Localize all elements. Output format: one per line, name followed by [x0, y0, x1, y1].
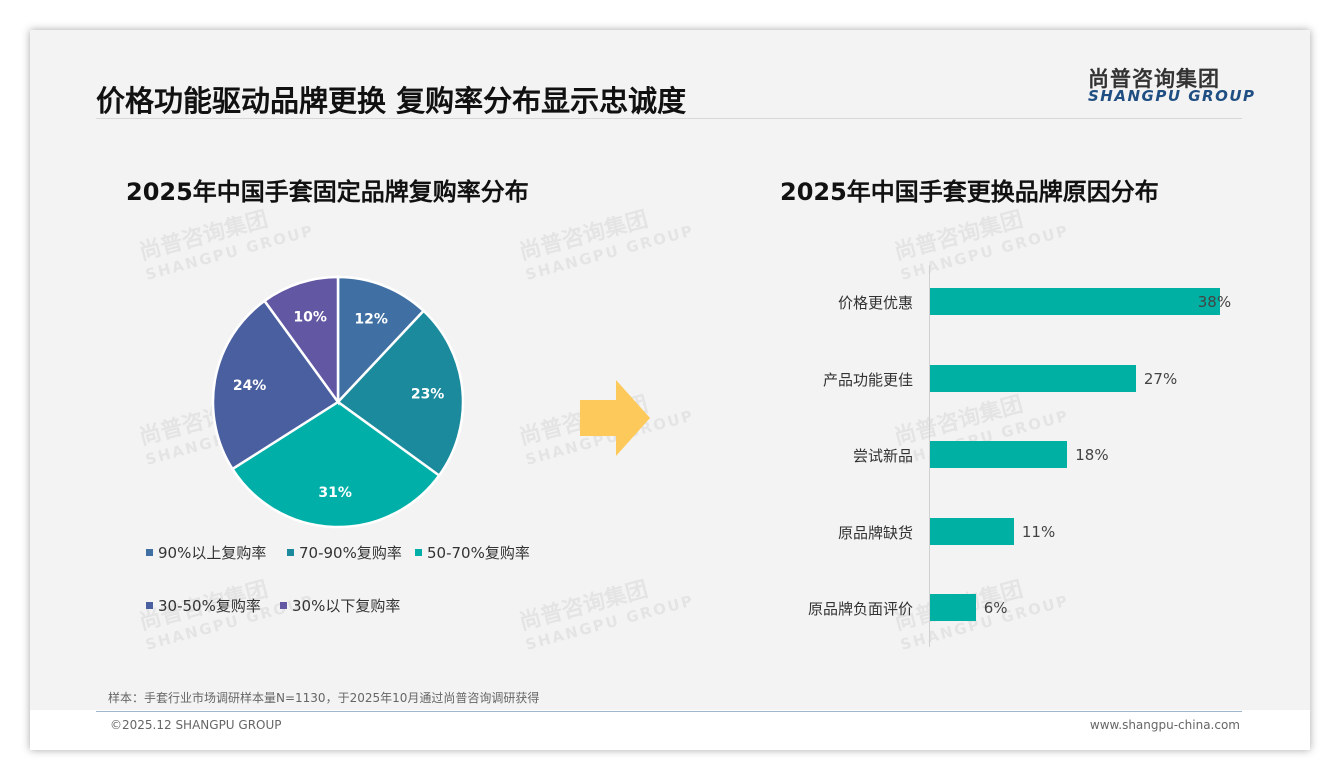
bar	[930, 364, 1136, 392]
pie-slice	[262, 275, 340, 406]
slide: 价格功能驱动品牌更换 复购率分布显示忠诚度 尚普咨询集团 SHANGPU GRO…	[30, 30, 1310, 750]
legend-label: 30-50%复购率	[158, 597, 261, 615]
pie-data-label: 10%	[293, 309, 327, 325]
legend-label: 50-70%复购率	[427, 544, 530, 562]
bar-title: 2025年中国手套更换品牌原因分布	[780, 178, 1159, 206]
footer	[30, 710, 1310, 750]
copyright: ©2025.12 SHANGPU GROUP	[110, 718, 282, 732]
bar-axis	[929, 265, 930, 647]
bar-data-label: 38%	[1197, 293, 1232, 311]
pie-slice	[336, 309, 465, 478]
pie-slice	[230, 400, 441, 529]
arrow-right-icon	[580, 380, 650, 456]
bar	[930, 594, 976, 621]
bar	[930, 517, 1014, 545]
bar-data-label: 27%	[1143, 369, 1178, 388]
legend-swatch	[146, 549, 153, 556]
pie-data-label: 12%	[354, 311, 388, 327]
legend-swatch	[415, 549, 422, 556]
legend-swatch	[280, 602, 287, 609]
legend-label: 70-90%复购率	[299, 544, 402, 562]
logo-en: SHANGPU GROUP	[1088, 87, 1256, 105]
bar	[930, 288, 1220, 315]
pie-data-label: 24%	[233, 378, 267, 394]
pie-data-label: 31%	[318, 485, 352, 501]
legend-label: 30%以下复购率	[292, 597, 401, 615]
bar-category-label: 产品功能更佳	[822, 370, 913, 389]
footer-divider	[96, 711, 1242, 712]
bar-data-label: 6%	[983, 599, 1008, 617]
bar-category-label: 原品牌负面评价	[807, 600, 913, 618]
bar	[930, 441, 1068, 468]
page-title: 价格功能驱动品牌更换 复购率分布显示忠诚度	[96, 84, 687, 118]
pie-data-label: 23%	[411, 387, 445, 403]
legend-item: 50-70%复购率	[415, 542, 530, 563]
legend-item: 70-90%复购率	[287, 542, 402, 563]
legend-swatch	[146, 602, 153, 609]
website-link[interactable]: www.shangpu-china.com	[1089, 718, 1240, 732]
bar-category-label: 尝试新品	[852, 447, 913, 465]
legend-item: 30-50%复购率	[146, 595, 261, 616]
bar-data-label: 18%	[1075, 446, 1109, 464]
bar-data-label: 11%	[1021, 522, 1056, 541]
sample-note: 样本：手套行业市场调研样本量N=1130，于2025年10月通过尚普咨询调研获得	[108, 691, 540, 705]
divider	[96, 118, 1242, 119]
header	[30, 30, 1310, 120]
pie-chart: 12% 23% 31% 24% 10%	[211, 275, 465, 529]
pie-slice	[211, 299, 340, 471]
bar-category-label: 价格更优惠	[837, 294, 913, 312]
pie-slice	[336, 275, 426, 406]
legend-item: 90%以上复购率	[146, 542, 266, 563]
bar-category-label: 原品牌缺货	[837, 523, 913, 542]
legend-item: 30%以下复购率	[280, 595, 400, 616]
legend-label: 90%以上复购率	[158, 544, 267, 562]
logo-cn: 尚普咨询集团	[1088, 67, 1220, 91]
pie-title: 2025年中国手套固定品牌复购率分布	[126, 178, 529, 206]
legend-swatch	[287, 549, 294, 556]
